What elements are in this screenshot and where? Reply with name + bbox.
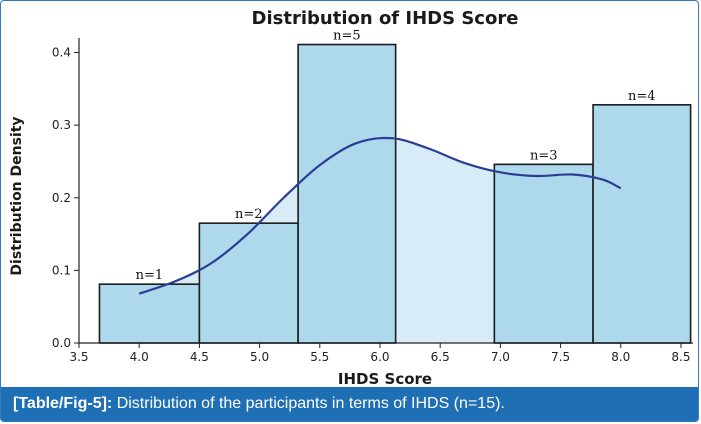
bars-layer: [98, 43, 692, 344]
caption-text: Distribution of the participants in term…: [112, 395, 505, 412]
bar-count-label: n=4: [628, 89, 656, 104]
x-tick-label: 7.0: [491, 350, 510, 364]
x-tick-label: 8.5: [671, 350, 690, 364]
y-tick-label: 0.4: [52, 46, 71, 60]
y-tick-label: 0.0: [52, 336, 71, 350]
figure-caption: [Table/Fig-5]: Distribution of the parti…: [1, 387, 698, 421]
histogram-bar: [198, 222, 299, 344]
x-tick-label: 3.5: [69, 350, 88, 364]
y-tick-label: 0.3: [52, 118, 71, 132]
histogram-bar: [493, 163, 594, 344]
bar-count-label: n=5: [333, 29, 361, 44]
y-tick-label: 0.2: [52, 191, 71, 205]
x-tick-label: 8.0: [611, 350, 630, 364]
y-axis-label: Distribution Density: [9, 116, 25, 275]
x-tick-label: 5.5: [310, 350, 329, 364]
x-axis-label: IHDS Score: [338, 370, 432, 387]
bar-labels-layer: n=1 n=2 n=5 n=3 n=4: [136, 29, 656, 284]
x-tick-label: 6.0: [370, 350, 389, 364]
histogram-bar: [297, 43, 397, 344]
x-tick-label: 5.0: [250, 350, 269, 364]
bar-count-label: n=3: [530, 148, 558, 163]
histogram-bar: [592, 104, 692, 344]
chart-title: Distribution of IHDS Score: [252, 8, 519, 29]
axes-layer: 3.5 4.0 4.5 5.0 5.5 6.0 6.5 7.0 7.5 8.0 8.5 0.0 0.1 0…: [52, 38, 693, 364]
density-curve-layer: [138, 136, 622, 295]
histogram-chart: Distribution of IHDS Score Distribution …: [9, 8, 693, 387]
x-tick-label: 4.0: [130, 350, 149, 364]
caption-reference: [Table/Fig-5]:: [13, 395, 113, 412]
x-tick-label: 7.5: [551, 350, 570, 364]
x-tick-label: 6.5: [431, 350, 450, 364]
x-tick-label: 4.5: [190, 350, 209, 364]
bar-count-label: n=2: [235, 207, 263, 222]
bar-count-label: n=1: [136, 268, 164, 283]
histogram-bar: [98, 283, 201, 344]
y-tick-label: 0.1: [52, 263, 71, 277]
density-curve: [138, 136, 622, 295]
